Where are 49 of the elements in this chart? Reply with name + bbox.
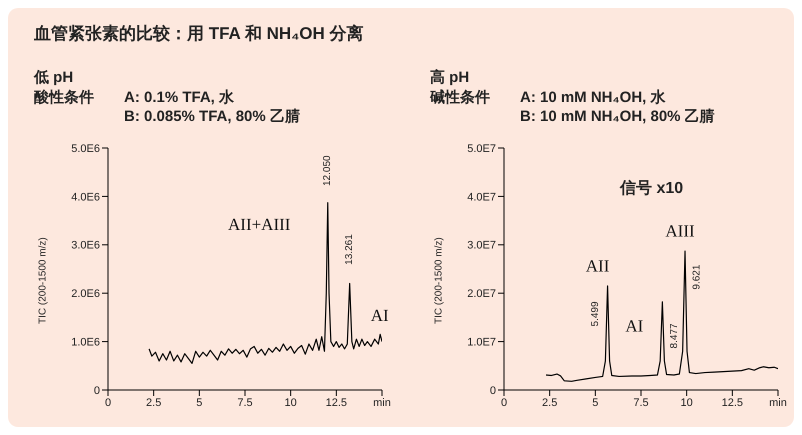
x-tick-label: 12.5 bbox=[722, 396, 744, 409]
x-tick-label: 2.5 bbox=[542, 396, 558, 409]
annotation: 8.477 bbox=[668, 322, 680, 348]
annotation: AII+AIII bbox=[228, 215, 290, 235]
x-tick-label: 5 bbox=[196, 396, 202, 409]
text: 酸性条件 bbox=[34, 88, 95, 108]
chart-subtitle: 低 pH bbox=[34, 68, 74, 88]
y-tick-label: 2.0E7 bbox=[467, 288, 496, 300]
text: B: 0.085% TFA, 80% 乙腈 bbox=[124, 107, 300, 126]
annotation: 5.499 bbox=[590, 300, 602, 326]
annotation: 13.261 bbox=[344, 234, 356, 265]
x-tick-label: 7.5 bbox=[237, 396, 253, 409]
y-tick-label: 3.0E6 bbox=[71, 240, 100, 252]
x-tick-label: 2.5 bbox=[146, 396, 162, 409]
chart-subtitle: 高 pH bbox=[430, 68, 470, 88]
y-tick-label: 5.0E6 bbox=[71, 142, 100, 155]
x-tick-label: 12.5 bbox=[326, 396, 348, 409]
y-tick-label: 2.0E6 bbox=[71, 288, 100, 300]
text: B: 10 mM NH₄OH, 80% 乙腈 bbox=[520, 107, 715, 126]
annotation: 信号 x10 bbox=[620, 178, 684, 199]
annotation: AI bbox=[625, 316, 644, 336]
y-tick-label: 3.0E7 bbox=[467, 240, 496, 252]
x-tick-label: min bbox=[373, 396, 391, 409]
text: A: 10 mM NH₄OH, 水 bbox=[520, 88, 666, 107]
text: 碱性条件 bbox=[430, 88, 491, 108]
x-tick-label: 5 bbox=[592, 396, 598, 409]
y-tick-label: 4.0E7 bbox=[467, 191, 496, 204]
y-tick-label: 5.0E7 bbox=[467, 142, 496, 155]
y-tick-label: 1.0E7 bbox=[467, 336, 496, 349]
annotation: AI bbox=[370, 306, 389, 326]
y-axis-title: TIC (200-1500 m/z) bbox=[434, 237, 445, 324]
y-tick-label: 0 bbox=[94, 384, 100, 397]
annotation: 9.621 bbox=[692, 264, 703, 290]
x-tick-label: 10 bbox=[284, 396, 297, 409]
annotation: AIII bbox=[665, 222, 695, 241]
x-tick-label: 0 bbox=[104, 396, 112, 409]
x-tick-label: 0 bbox=[500, 396, 508, 409]
text: A: 0.1% TFA, 水 bbox=[124, 88, 236, 107]
y-tick-label: 4.0E6 bbox=[71, 191, 100, 204]
x-tick-label: min bbox=[769, 396, 787, 409]
y-axis-title: TIC (200-1500 m/z) bbox=[38, 237, 49, 324]
x-tick-label: 10 bbox=[680, 396, 693, 409]
annotation: AII bbox=[586, 256, 610, 276]
chart-title: 血管紧张素的比较：用 TFA 和 NH₄OH 分离 bbox=[34, 23, 365, 45]
y-tick-label: 0 bbox=[490, 384, 496, 397]
annotation: 12.050 bbox=[322, 154, 334, 186]
x-tick-label: 7.5 bbox=[633, 396, 649, 409]
y-tick-label: 1.0E6 bbox=[71, 336, 100, 349]
line-series bbox=[545, 250, 778, 382]
